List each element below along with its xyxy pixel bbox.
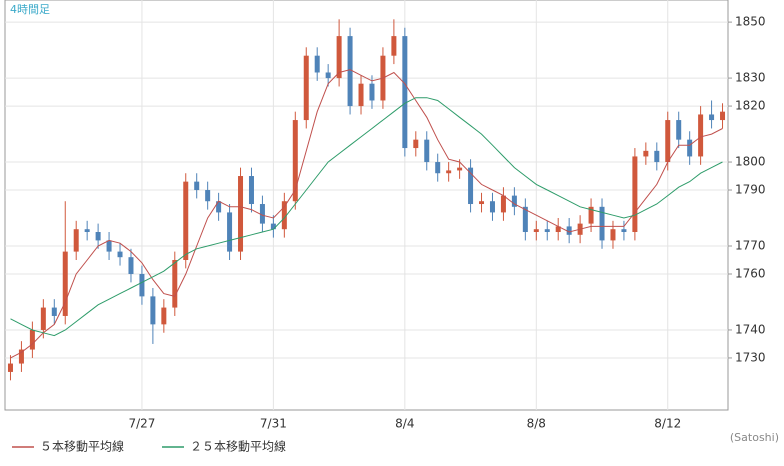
candle-body xyxy=(709,114,715,121)
candle-body xyxy=(227,212,233,252)
x-tick-label: 7/31 xyxy=(260,417,287,431)
candle-body xyxy=(468,167,474,205)
candle-body xyxy=(347,36,353,107)
candle-body xyxy=(610,229,616,241)
candle-body xyxy=(446,170,452,174)
candle-body xyxy=(18,349,24,364)
y-tick-label: 1790 xyxy=(735,183,766,197)
candle-body xyxy=(479,201,485,205)
candle-body xyxy=(106,240,112,252)
candle-body xyxy=(544,229,550,233)
candle-body xyxy=(391,36,397,56)
candle-body xyxy=(62,251,68,316)
x-tick-label: 8/8 xyxy=(527,417,546,431)
x-tick-label: 8/4 xyxy=(395,417,414,431)
candle-body xyxy=(643,150,649,157)
candle-body xyxy=(259,204,265,224)
candle-body xyxy=(698,114,704,157)
candle-body xyxy=(292,120,298,202)
candle-body xyxy=(358,83,364,107)
candle-body xyxy=(51,307,57,316)
candle-body xyxy=(336,36,342,79)
candle-body xyxy=(95,232,101,241)
y-tick-label: 1730 xyxy=(735,350,766,364)
candle-body xyxy=(654,150,660,163)
candle-body xyxy=(500,195,506,213)
plot-frame xyxy=(4,0,729,411)
candle-body xyxy=(172,259,178,308)
candle-body xyxy=(161,307,167,325)
ma-line xyxy=(10,69,723,359)
candle-body xyxy=(139,273,145,297)
candle-body xyxy=(665,120,671,163)
y-tick-label: 1760 xyxy=(735,266,766,280)
candle-body xyxy=(369,83,375,101)
candle-body xyxy=(687,139,693,157)
candle-body xyxy=(248,176,254,205)
candle-body xyxy=(29,329,35,350)
candle-body xyxy=(632,156,638,233)
candle-body xyxy=(325,72,331,79)
candle-body xyxy=(555,226,561,233)
candle-body xyxy=(676,120,682,140)
candle-body xyxy=(238,176,244,252)
candle-body xyxy=(314,55,320,73)
candle-body xyxy=(588,206,594,224)
candle-body xyxy=(270,223,276,230)
y-tick-label: 1820 xyxy=(735,99,766,113)
candle-body xyxy=(194,181,200,191)
candle-body xyxy=(216,201,222,213)
y-tick-label: 1850 xyxy=(735,15,766,29)
y-tick-label: 1800 xyxy=(735,155,766,169)
candle-body xyxy=(599,206,605,241)
source: (Satoshi) xyxy=(730,431,779,444)
candle-body xyxy=(73,229,79,252)
candle-body xyxy=(424,139,430,163)
candle-body xyxy=(435,162,441,174)
candle-body xyxy=(150,296,156,325)
ma-line xyxy=(10,97,723,337)
y-tick-label: 1770 xyxy=(735,239,766,253)
candle-body xyxy=(489,201,495,213)
candle-body xyxy=(413,139,419,149)
x-tick-label: 7/27 xyxy=(128,417,155,431)
x-tick-label: 8/12 xyxy=(654,417,681,431)
candle-body xyxy=(40,307,46,330)
legend-label: ２５本移動平均線 xyxy=(190,439,286,454)
candle-body xyxy=(566,226,572,235)
candle-body xyxy=(117,251,123,258)
candle-body xyxy=(621,229,627,233)
candle-body xyxy=(84,229,90,233)
y-tick-label: 1740 xyxy=(735,322,766,336)
candle-body xyxy=(457,167,463,171)
candle-body xyxy=(720,111,726,121)
candle-body xyxy=(511,195,517,207)
legend-label: ５本移動平均線 xyxy=(40,439,124,454)
candle-body xyxy=(303,55,309,121)
chart-title: 4時間足 xyxy=(10,3,50,16)
candle-body xyxy=(402,36,408,149)
candle-body xyxy=(533,229,539,233)
candle-body xyxy=(205,190,211,202)
candle-body xyxy=(522,206,528,233)
y-tick-label: 1830 xyxy=(735,71,766,85)
candle-body xyxy=(281,201,287,230)
candle-body xyxy=(183,181,189,260)
candle-body xyxy=(7,363,13,372)
candle-body xyxy=(128,257,134,274)
